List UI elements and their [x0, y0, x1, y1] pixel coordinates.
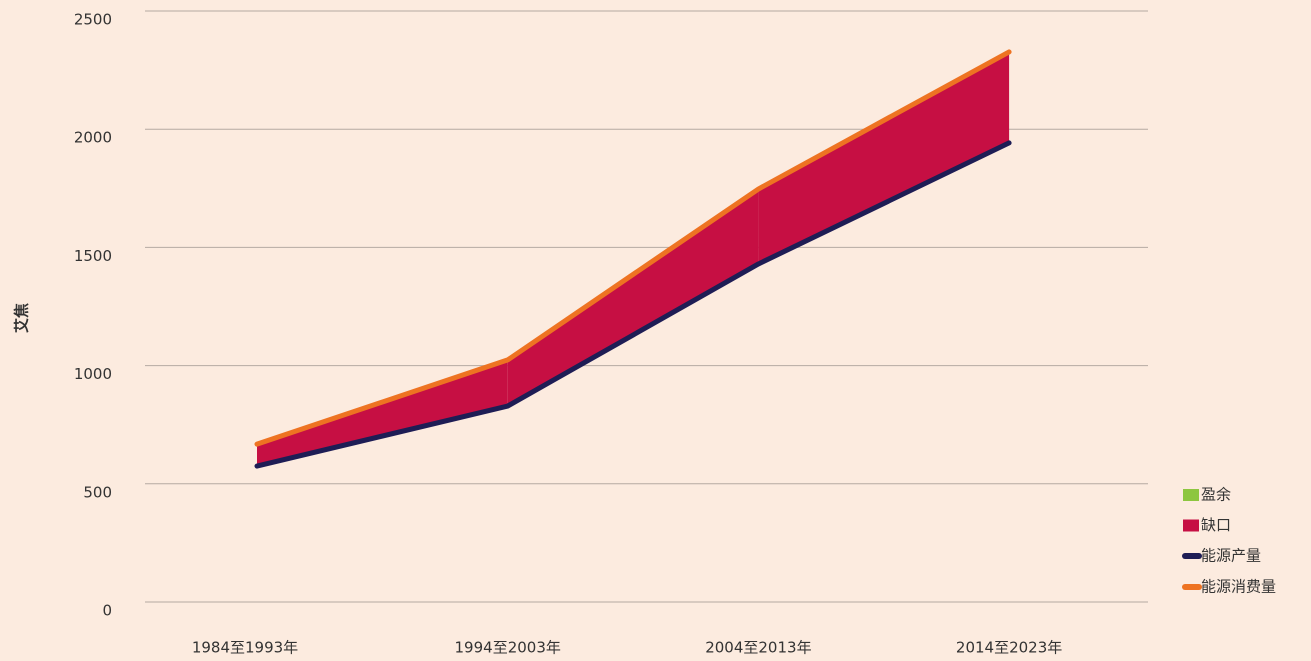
y-tick-label: 2000 — [74, 129, 112, 147]
legend-label: 盈余 — [1201, 486, 1231, 504]
legend-label: 能源产量 — [1201, 547, 1261, 565]
legend-label: 能源消费量 — [1201, 578, 1276, 596]
x-tick-label: 1994至2003年 — [455, 639, 561, 657]
y-tick-label: 1500 — [74, 247, 112, 265]
x-tick-label: 1984至1993年 — [192, 639, 298, 657]
y-tick-label: 0 — [102, 602, 112, 620]
y-tick-label: 500 — [83, 483, 112, 501]
y-tick-label: 1000 — [74, 365, 112, 383]
x-tick-label: 2014至2023年 — [956, 639, 1062, 657]
gap-area — [257, 359, 508, 467]
series-line — [254, 140, 1012, 469]
gap-area — [507, 189, 759, 407]
x-tick-label: 2004至2013年 — [705, 639, 811, 657]
y-axis-label: 艾焦 — [13, 303, 31, 333]
gap-area — [758, 51, 1010, 264]
legend-swatch — [1183, 519, 1199, 532]
series-line — [254, 49, 1012, 447]
y-tick-label: 2500 — [74, 11, 112, 29]
legend-swatch — [1183, 489, 1199, 501]
legend-label: 缺口 — [1201, 516, 1231, 534]
